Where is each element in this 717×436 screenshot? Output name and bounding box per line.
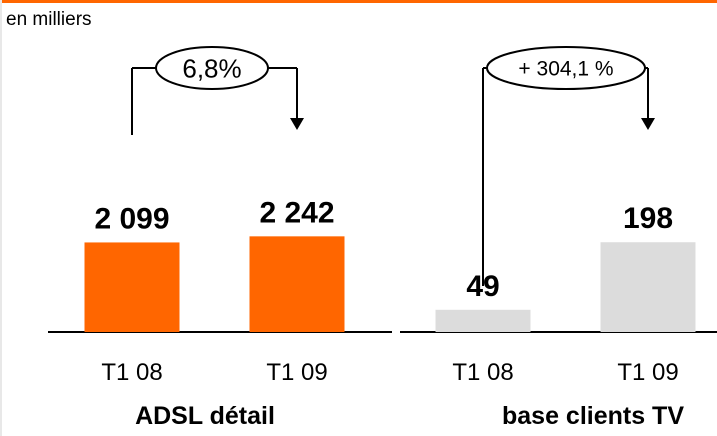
growth-ellipse (486, 46, 646, 90)
bar-t1-08 (435, 309, 531, 332)
arrow-head-icon (290, 118, 304, 130)
x-tick-label: T1 08 (452, 359, 513, 386)
unit-label: en milliers (6, 9, 92, 30)
left-border (0, 0, 2, 436)
growth-label: + 304,1 % (518, 58, 613, 81)
bar-t1-09 (249, 236, 345, 332)
x-tick-label: T1 08 (101, 359, 162, 386)
data-label: 198 (623, 202, 673, 235)
arrow-head-icon (641, 118, 655, 130)
chart-panel-1: 2 099 T1 08 2 242 T1 09 6,8% ADSL détail (48, 46, 392, 430)
data-label: 2 099 (94, 202, 169, 235)
x-tick-label: T1 09 (617, 359, 678, 386)
chart-title: base clients TV (502, 402, 684, 430)
top-accent-border (0, 0, 717, 3)
bar-t1-08 (84, 242, 180, 332)
data-label: 2 242 (259, 196, 334, 229)
x-tick-label: T1 09 (266, 359, 327, 386)
growth-label: 6,8% (182, 53, 241, 83)
chart-title: ADSL détail (135, 402, 275, 430)
bar-t1-09 (600, 242, 696, 332)
growth-ellipse (155, 46, 269, 90)
